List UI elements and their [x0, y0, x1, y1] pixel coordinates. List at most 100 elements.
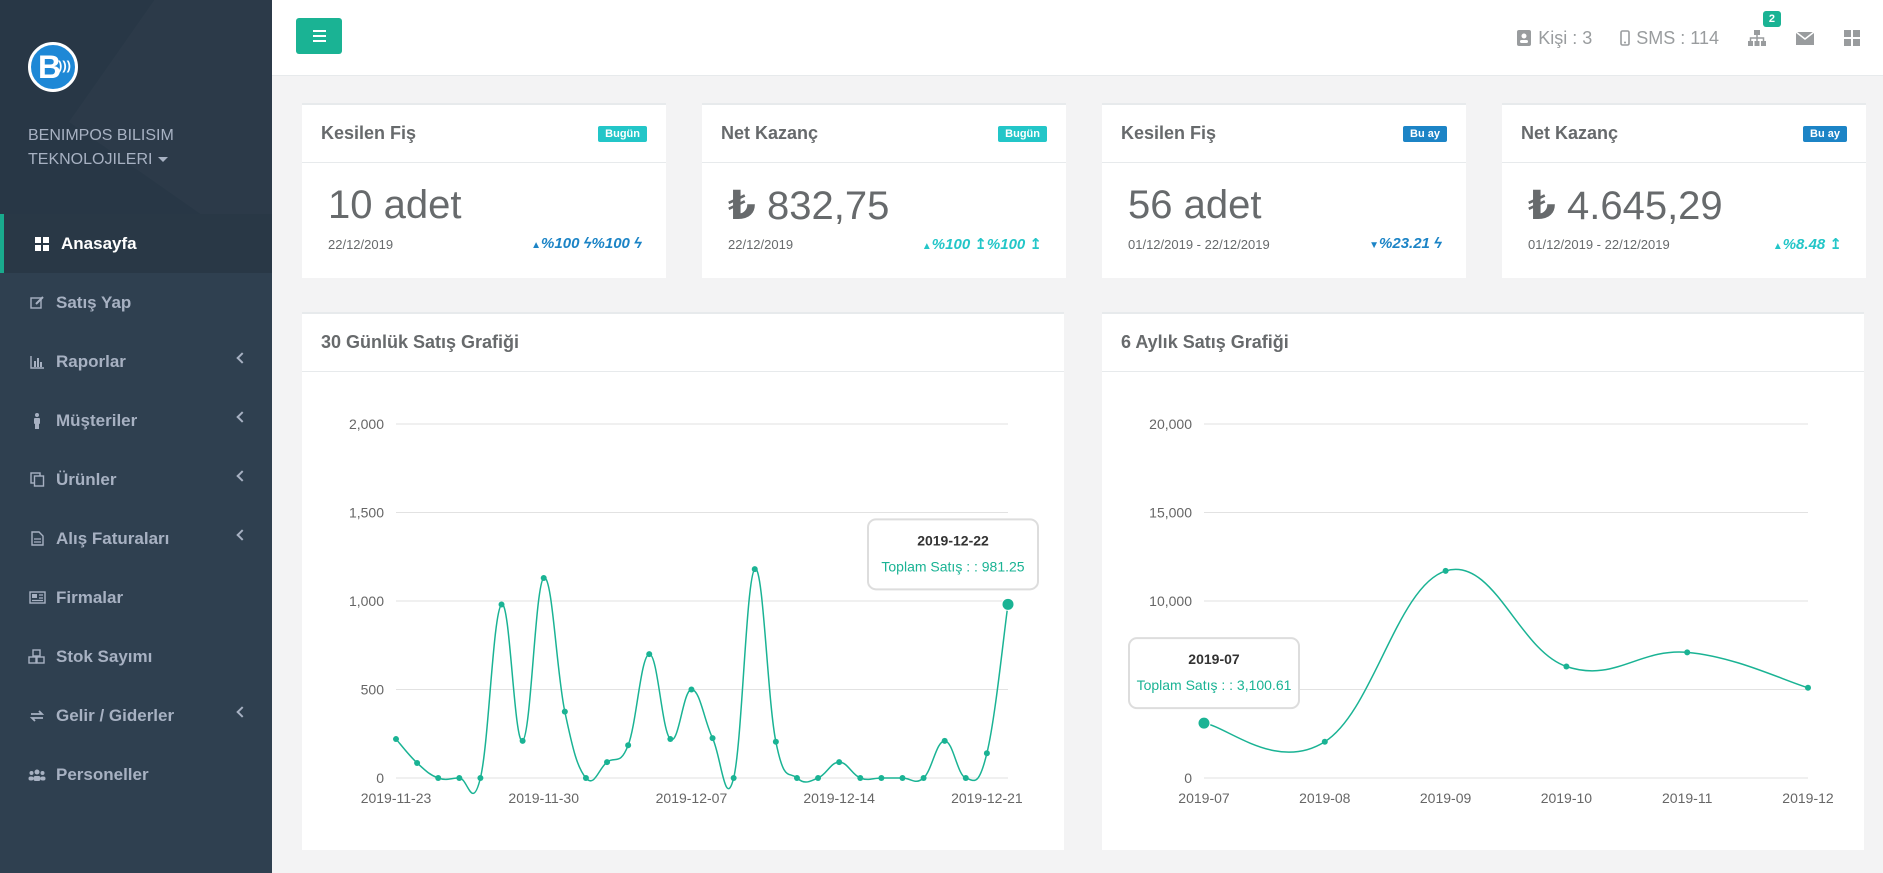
data-point[interactable] — [688, 686, 695, 693]
chart-title: 6 Aylık Satış Grafiği — [1102, 314, 1864, 372]
data-point[interactable] — [456, 775, 463, 781]
stat-card-header: Kesilen Fiş Bugün — [302, 105, 666, 163]
y-tick-label: 10,000 — [1149, 593, 1192, 609]
sidebar-item-gelir-giderler[interactable]: Gelir / Giderler — [0, 686, 272, 745]
stat-change-text: %8.48 ↥ — [1782, 236, 1842, 253]
newspaper-icon — [28, 589, 46, 607]
stat-title: Net Kazanç — [1521, 123, 1619, 143]
data-point[interactable] — [646, 651, 653, 658]
data-point[interactable] — [793, 775, 800, 781]
sidebar-item-label: Firmalar — [56, 587, 124, 607]
stat-change-text: %100 ϟ%100 ϟ — [541, 235, 642, 252]
chevron-left-icon — [236, 706, 248, 718]
data-point[interactable] — [1442, 567, 1449, 574]
chart-tooltip: 2019-12-22 Toplam Satış : : 981.25 — [867, 518, 1039, 591]
sidebar-item-raporlar[interactable]: Raporlar — [0, 332, 272, 391]
caret-icon: ▲ — [531, 240, 542, 251]
data-point[interactable] — [815, 775, 822, 781]
data-point[interactable] — [582, 775, 589, 781]
data-point[interactable] — [519, 737, 526, 744]
data-point[interactable] — [709, 735, 716, 742]
sidebar-item-label: Ürünler — [56, 469, 117, 489]
data-point[interactable] — [772, 738, 779, 745]
company-dropdown[interactable]: BENIMPOS BILISIM TEKNOLOJILERI — [28, 124, 228, 172]
data-point[interactable] — [1805, 684, 1811, 691]
data-point[interactable] — [1197, 716, 1211, 730]
chevron-left-icon — [236, 529, 248, 541]
chart-6-month: 6 Aylık Satış Grafiği 05,00010,00015,000… — [1102, 312, 1864, 850]
data-point[interactable] — [941, 737, 948, 744]
data-point[interactable] — [1001, 597, 1015, 611]
data-point[interactable] — [498, 601, 505, 608]
x-tick-label: 2019-11-30 — [508, 790, 579, 806]
period-badge: Bugün — [598, 125, 647, 142]
sidebar-item--r-nler[interactable]: Ürünler — [0, 450, 272, 509]
data-point[interactable] — [878, 775, 885, 781]
messages-link[interactable] — [1795, 30, 1815, 46]
th-large-icon — [1844, 30, 1860, 46]
stat-card-header: Net Kazanç Bu ay — [1502, 105, 1866, 163]
stat-value: ₺ 4.645,29 — [1528, 183, 1723, 229]
data-point[interactable] — [604, 759, 611, 766]
stat-date: 01/12/2019 - 22/12/2019 — [1528, 237, 1670, 252]
data-point[interactable] — [477, 775, 484, 781]
data-point[interactable] — [899, 775, 906, 781]
data-point[interactable] — [751, 566, 758, 573]
edit-icon — [28, 294, 46, 312]
data-point[interactable] — [983, 750, 990, 757]
sitemap-link[interactable]: 2 — [1747, 11, 1781, 47]
menu-toggle-button[interactable] — [296, 18, 342, 54]
y-tick-label: 0 — [376, 770, 384, 786]
sidebar-item-firmalar[interactable]: Firmalar — [0, 568, 272, 627]
data-point[interactable] — [414, 759, 421, 766]
data-point[interactable] — [1321, 738, 1328, 745]
x-tick-label: 2019-12 — [1782, 790, 1834, 806]
grid-link[interactable] — [1843, 29, 1861, 47]
y-tick-label: 2,000 — [349, 416, 384, 432]
sidebar-item-m-teriler[interactable]: Müşteriler — [0, 391, 272, 450]
stat-change: ▼%23.21 ϟ — [1369, 235, 1442, 252]
users-icon — [28, 766, 46, 784]
sidebar-item-personeller[interactable]: Personeller — [0, 745, 272, 804]
data-point[interactable] — [730, 775, 737, 781]
chart-6-month-svg: 05,00010,00015,00020,0002019-072019-0820… — [1128, 416, 1834, 806]
sidebar-item-sat-yap[interactable]: Satış Yap — [0, 273, 272, 332]
data-point[interactable] — [540, 574, 547, 581]
sidebar-item-label: Raporlar — [56, 351, 126, 371]
x-tick-label: 2019-09 — [1420, 790, 1472, 806]
data-point[interactable] — [1684, 649, 1691, 656]
logo-letter: B — [38, 49, 62, 85]
x-tick-label: 2019-11 — [1662, 790, 1713, 806]
profile-header: B ))) BENIMPOS BILISIM TEKNOLOJILERI — [0, 0, 272, 214]
data-point[interactable] — [667, 736, 674, 743]
data-point[interactable] — [625, 742, 632, 749]
x-tick-label: 2019-10 — [1541, 790, 1593, 806]
stat-change: ▲%100 ϟ%100 ϟ — [531, 235, 642, 252]
data-point[interactable] — [561, 708, 568, 715]
bar-chart-icon — [28, 353, 46, 371]
data-point[interactable] — [435, 775, 442, 781]
sidebar-item-label: Stok Sayımı — [56, 646, 153, 666]
data-point[interactable] — [857, 775, 864, 781]
data-point[interactable] — [920, 775, 927, 781]
caret-icon: ▲ — [1772, 241, 1783, 252]
data-point[interactable] — [836, 759, 843, 766]
data-point[interactable] — [962, 775, 969, 781]
sidebar-item-label: Müşteriler — [56, 410, 138, 430]
sidebar-item-stok-say-m-[interactable]: Stok Sayımı — [0, 627, 272, 686]
stat-value: ₺ 832,75 — [728, 183, 889, 229]
data-point[interactable] — [393, 736, 399, 743]
y-tick-label: 0 — [1184, 770, 1192, 786]
stat-change: ▲%8.48 ↥ — [1773, 235, 1842, 253]
sidebar-item-label: Satış Yap — [56, 292, 132, 312]
y-tick-label: 1,500 — [349, 505, 384, 521]
sms-link[interactable]: SMS : 114 — [1620, 28, 1719, 49]
sidebar-item-anasayfa[interactable]: Anasayfa — [0, 214, 272, 273]
bars-icon — [312, 30, 326, 32]
data-point[interactable] — [1563, 663, 1570, 670]
x-tick-label: 2019-12-07 — [656, 790, 728, 806]
kisi-link[interactable]: Kişi : 3 — [1516, 28, 1592, 49]
caret-down-icon — [158, 157, 169, 163]
y-tick-label: 20,000 — [1149, 416, 1192, 432]
sidebar-item-al-faturalar-[interactable]: Alış Faturaları — [0, 509, 272, 568]
